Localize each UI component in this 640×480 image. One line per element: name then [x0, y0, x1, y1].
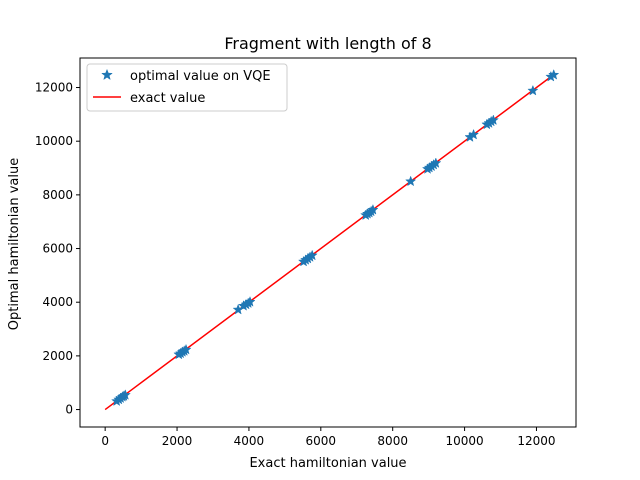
- legend-box: [86, 63, 288, 112]
- data-point: [405, 175, 417, 187]
- chart-title: Fragment with length of 8: [224, 34, 431, 53]
- legend-marker-star: [101, 68, 113, 81]
- y-tick-label: 12000: [35, 81, 73, 95]
- data-point: [119, 389, 131, 400]
- x-axis-label: Exact hamiltonian value: [249, 456, 406, 471]
- x-tick-label: 4000: [234, 434, 265, 448]
- y-tick-label: 2000: [42, 349, 73, 363]
- data-point: [367, 203, 379, 215]
- y-axis-label: Optimal hamiltonian value: [7, 158, 22, 330]
- legend: optimal value on VQE exact value: [86, 63, 288, 112]
- plot-layer: [104, 68, 560, 411]
- data-point: [487, 114, 499, 126]
- legend-star-icon: [101, 68, 113, 81]
- data-point: [430, 157, 442, 168]
- y-tick-label: 4000: [42, 295, 73, 309]
- y-tick-label: 0: [65, 403, 73, 417]
- data-point: [306, 249, 318, 261]
- y-tick-label: 6000: [42, 242, 73, 256]
- x-tick-label: 6000: [306, 434, 337, 448]
- data-point: [548, 68, 560, 80]
- x-tick-label: 10000: [445, 434, 483, 448]
- x-tick-label: 0: [101, 434, 109, 448]
- x-tick-label: 8000: [377, 434, 408, 448]
- axes-layer: 0 2000 4000 6000 8000 10000 12000 0 2000 4000 6000…: [35, 57, 577, 448]
- data-point: [527, 84, 539, 96]
- data-point: [467, 128, 480, 140]
- legend-label-vqe: optimal value on VQE: [130, 69, 271, 84]
- x-tick-label: 12000: [517, 434, 555, 448]
- y-tick-label: 8000: [42, 188, 73, 202]
- y-tick-label: 10000: [35, 134, 73, 148]
- legend-label-exact: exact value: [130, 91, 205, 106]
- data-point: [244, 296, 256, 307]
- x-tick-label: 2000: [162, 434, 193, 448]
- axes-frame: [79, 57, 577, 428]
- data-point: [180, 343, 192, 355]
